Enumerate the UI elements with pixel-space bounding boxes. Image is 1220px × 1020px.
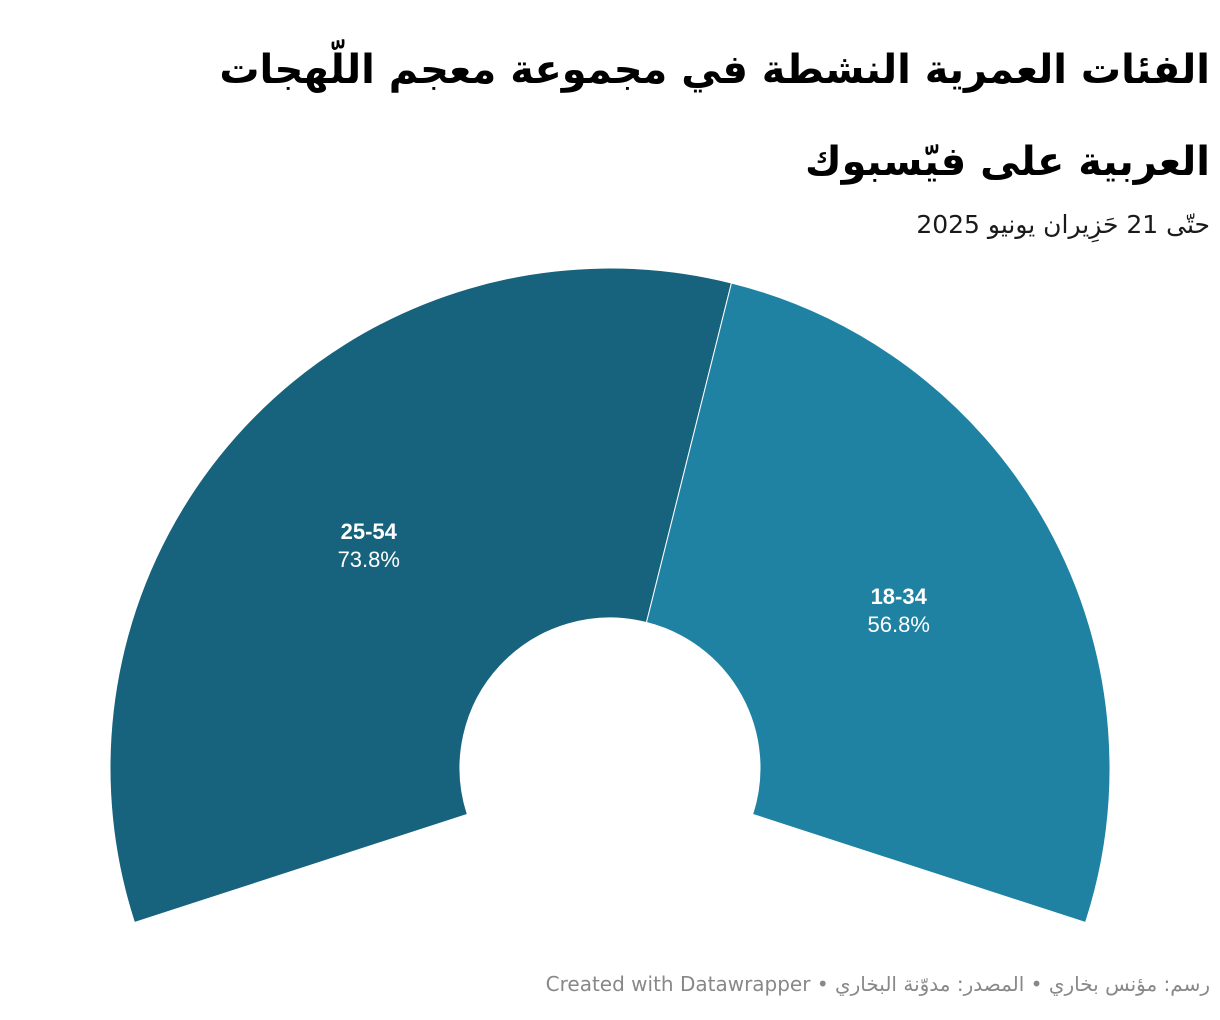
footer-separator: •: [816, 972, 829, 996]
slice-label: 25-54: [341, 519, 398, 544]
chart-footer: رسم: مؤنس بخاري • المصدر: مدوّنة البخاري…: [546, 972, 1210, 996]
footer-separator: •: [1030, 972, 1043, 996]
slice-value-label: 73.8%: [338, 547, 400, 572]
footer-credit: رسم: مؤنس بخاري: [1048, 972, 1210, 996]
slice-25-54[interactable]: [109, 267, 733, 924]
footer-created-with: Created with Datawrapper: [545, 972, 811, 996]
chart-title: الفئات العمرية النشطة في مجموعة معجم الل…: [219, 47, 1210, 185]
slice-label: 18-34: [871, 584, 928, 609]
chart-subtitle: حتّى 21 حَزِيران يونيو 2025: [916, 210, 1210, 239]
slice-18-34[interactable]: [645, 282, 1111, 924]
footer-source: المصدر: مدوّنة البخاري: [834, 972, 1025, 996]
slice-value-label: 56.8%: [868, 612, 930, 637]
